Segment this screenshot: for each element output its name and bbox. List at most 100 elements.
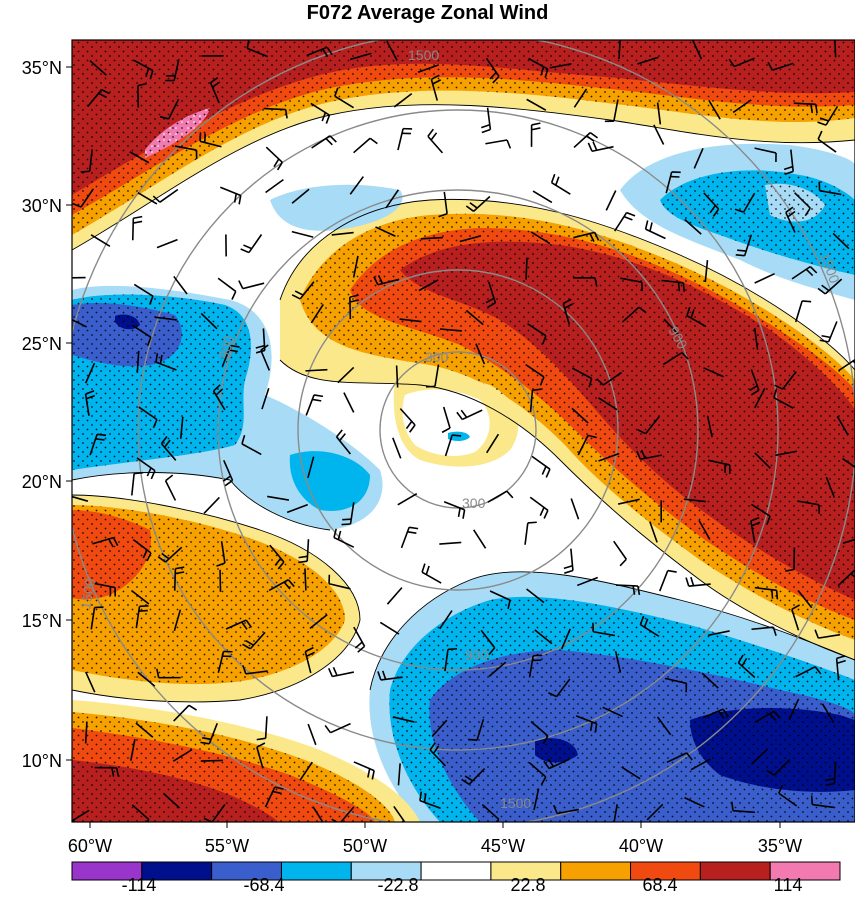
wind-barb-shaft — [93, 582, 116, 589]
wind-barb-feather — [67, 486, 68, 495]
wind-barb-shaft — [72, 495, 89, 502]
wind-barb-feather — [814, 629, 820, 639]
wind-barb-shaft — [593, 630, 616, 637]
wind-barb-shaft — [570, 548, 574, 571]
stippling — [72, 40, 855, 822]
wind-barb-shaft — [443, 191, 448, 214]
wind-barb-shaft — [751, 503, 771, 517]
wind-barb-feather — [527, 521, 537, 524]
wind-barb-shaft — [162, 792, 181, 809]
wind-barb-feather — [111, 767, 115, 777]
wind-barb-shaft — [89, 434, 98, 456]
wind-barb-feather — [142, 549, 148, 559]
wind-barb-feather — [97, 433, 107, 437]
wind-barb-feather — [327, 667, 334, 677]
wind-barb-shaft — [439, 541, 462, 545]
wind-barb-feather — [825, 782, 835, 786]
wind-barb-shaft — [267, 495, 290, 501]
lat-label: 25°N — [22, 334, 62, 354]
wind-barb-feather — [819, 117, 829, 122]
wind-barb-shaft — [399, 408, 416, 426]
lon-axis — [89, 822, 781, 828]
lat-axis — [66, 66, 72, 761]
wind-barb-feather — [277, 561, 285, 570]
lat-label: 30°N — [22, 196, 62, 216]
wind-barb-feather — [773, 710, 781, 719]
wind-barb-feather — [188, 704, 197, 711]
wind-barb-shaft — [217, 277, 237, 293]
wind-barb-shaft — [833, 761, 837, 784]
colorbar — [71, 861, 841, 881]
wind-barb-feather — [246, 40, 250, 49]
wind-barb-feather — [238, 280, 244, 289]
wind-barb-shaft — [352, 255, 359, 278]
wind-barb-feather — [230, 344, 240, 348]
wind-barb-feather — [814, 666, 822, 675]
wind-barb-shaft — [573, 88, 588, 108]
wind-barb-shaft — [817, 138, 837, 153]
wind-barb-shaft — [417, 64, 439, 73]
wind-barb-feather — [637, 585, 641, 596]
wind-barb-shaft — [221, 345, 232, 367]
wind-barb-feather — [357, 645, 366, 653]
wind-barb-feather — [817, 287, 826, 295]
wind-barb-shaft — [339, 806, 355, 822]
wind-barb-feather — [324, 724, 332, 734]
wind-barb-shaft — [353, 761, 375, 772]
wind-barb-feather — [272, 790, 282, 795]
wind-barb-feather — [98, 92, 107, 99]
wind-barb-feather — [338, 433, 346, 442]
wind-barb-feather — [805, 268, 814, 277]
wind-barb-feather — [349, 294, 359, 298]
wind-barb-feather — [62, 269, 64, 278]
ring-label: 1500 — [500, 795, 531, 811]
wind-barb-shaft — [468, 768, 486, 785]
wind-barb-feather — [589, 131, 599, 139]
wind-barb-feather — [134, 471, 144, 475]
wind-barb-feather — [149, 295, 154, 305]
wind-barb-feather — [438, 212, 448, 218]
wind-barb-feather — [202, 737, 212, 741]
wind-barb-shaft — [821, 703, 835, 724]
wind-barb-feather — [809, 266, 818, 274]
wind-barb-feather — [690, 309, 695, 319]
wind-barbs — [62, 40, 855, 822]
wind-barb-shaft — [168, 98, 180, 120]
wind-barb-feather — [216, 562, 226, 567]
wind-barb-shaft — [305, 368, 328, 372]
wind-barb-feather — [640, 449, 646, 459]
wind-barb-shaft — [548, 758, 570, 770]
wind-barb-shaft — [605, 190, 617, 211]
wind-barb-feather — [429, 742, 436, 751]
wind-barb-shaft — [256, 746, 264, 769]
wind-barb-shaft — [837, 569, 855, 587]
wind-barb-feather — [737, 249, 747, 252]
wind-barb-shaft — [487, 490, 508, 503]
wind-barb-feather — [539, 376, 545, 386]
wind-barb-shaft — [842, 457, 855, 469]
wind-barb-shaft — [154, 316, 177, 321]
wind-barb-shaft — [397, 763, 401, 786]
wind-barb-shaft — [525, 257, 528, 280]
wind-barb-shaft — [750, 520, 756, 543]
wind-barb-feather — [373, 276, 379, 286]
range-ring-900 — [217, 189, 699, 671]
wind-barb-feather — [810, 795, 814, 805]
wind-barb-feather — [596, 378, 604, 386]
wind-barb-feather — [775, 590, 779, 600]
wind-barb-shaft — [791, 265, 811, 280]
wind-barb-feather — [836, 655, 846, 660]
wind-barb-shaft — [90, 607, 96, 630]
wind-barb-feather — [766, 769, 775, 776]
wind-barb-shaft — [488, 661, 507, 678]
wind-barb-feather — [273, 158, 280, 168]
wind-barb-feather — [541, 335, 547, 345]
wind-barb-shaft — [524, 522, 529, 545]
wind-barb-shaft — [248, 234, 263, 254]
wind-barb-feather — [819, 339, 829, 343]
wind-barb-feather — [159, 354, 163, 364]
wind-barb-shaft — [812, 803, 835, 809]
wind-barb-feather — [728, 58, 735, 68]
colorbar-swatch — [699, 861, 771, 881]
wind-barb-feather — [298, 555, 308, 559]
